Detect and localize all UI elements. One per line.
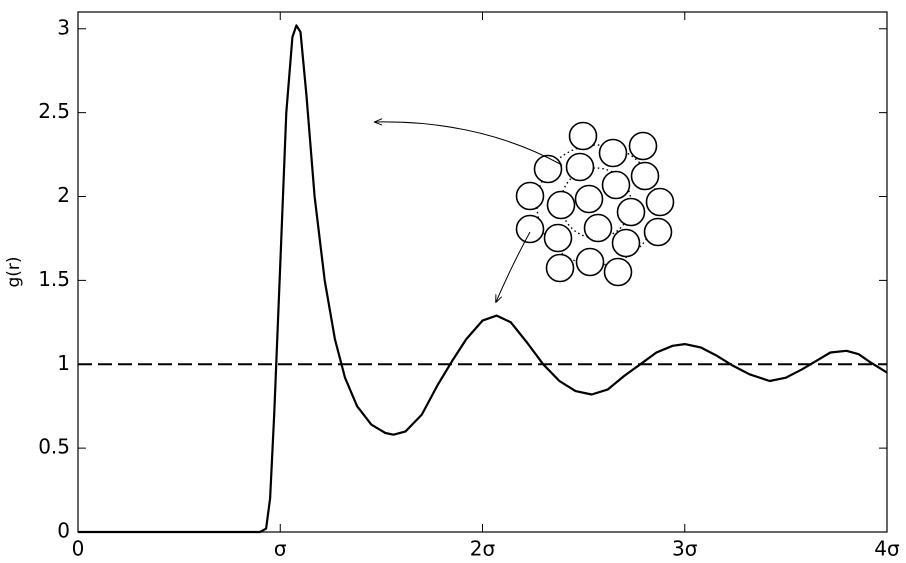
- y-axis-label: g(r): [4, 256, 24, 287]
- atom: [628, 131, 658, 161]
- atom: [583, 213, 613, 243]
- atom: [543, 223, 573, 253]
- atom: [574, 184, 604, 214]
- x-tick-label: 0: [72, 537, 85, 561]
- y-tick-label: 0: [57, 519, 70, 543]
- data-line: [78, 24, 888, 534]
- atom: [575, 247, 605, 277]
- atom: [645, 187, 675, 217]
- x-tick-label: 2σ: [470, 537, 496, 561]
- y-tick-label: 1: [57, 351, 70, 375]
- atom: [598, 138, 628, 168]
- atom: [611, 228, 641, 258]
- atom: [545, 253, 575, 283]
- y-tick-label: 1.5: [38, 267, 70, 291]
- x-tick-label: 3σ: [672, 537, 698, 561]
- plot-frame: [77, 11, 888, 533]
- atom: [601, 170, 631, 200]
- atom: [643, 217, 673, 247]
- atom: [603, 257, 633, 287]
- atom: [515, 214, 545, 244]
- atom: [568, 121, 598, 151]
- atom: [515, 181, 545, 211]
- x-tick-label: 4σ: [874, 537, 900, 561]
- x-tick-label: σ: [274, 537, 287, 561]
- atom: [533, 154, 563, 184]
- atom: [565, 152, 595, 182]
- y-tick-label: 2.5: [38, 99, 70, 123]
- inset-diagram: [375, 121, 675, 302]
- atom: [616, 197, 646, 227]
- y-tick-label: 2: [57, 183, 70, 207]
- atom: [630, 161, 660, 191]
- y-tick-label: 3: [57, 15, 70, 39]
- y-tick-label: 0.5: [38, 435, 70, 459]
- atom: [546, 190, 576, 220]
